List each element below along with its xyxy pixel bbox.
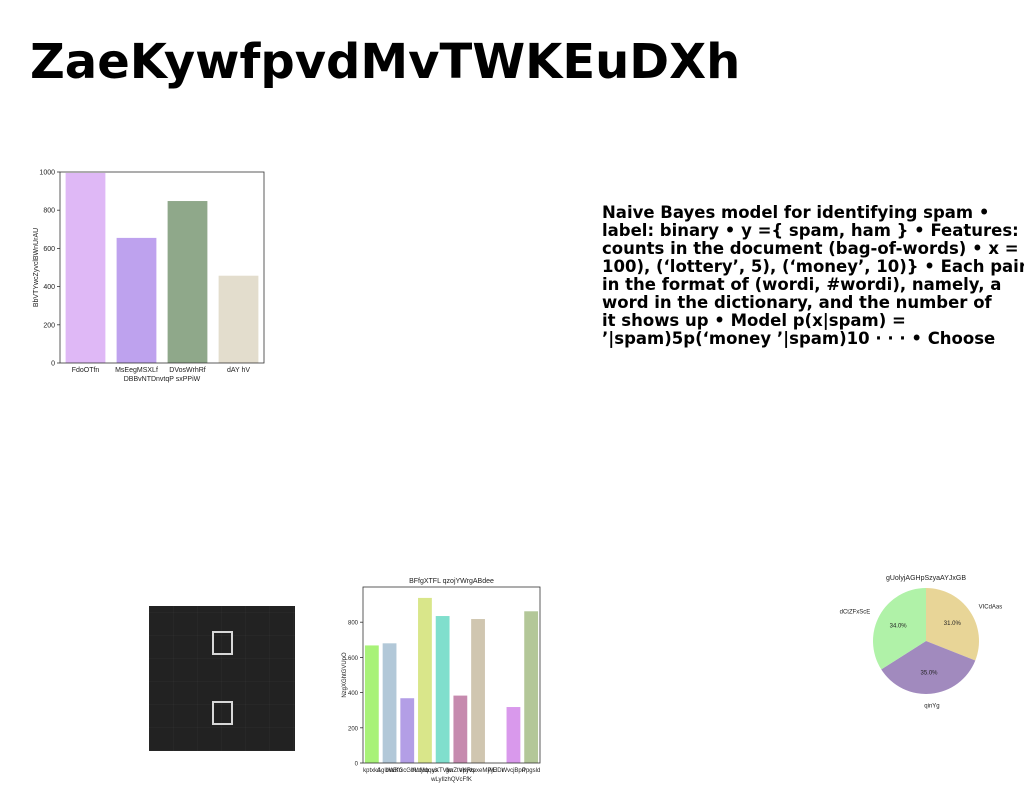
bar	[471, 619, 485, 763]
pie-slice	[873, 588, 926, 670]
x-tick-label: gwZtVpyvs	[446, 768, 475, 774]
bar-chart-2: BFfgXTFL qzojYWrgABdee kptxkdAgUwEfobWKGc…	[342, 578, 541, 783]
y-tick-label: 600	[43, 246, 55, 253]
x-tick-label: FdoOTfn	[72, 367, 100, 374]
y-tick-label: 200	[43, 322, 55, 329]
bar-chart-1: FdoOTfn MsEegMSXLf DVosWrhRf dAY hV 0 200 400 6…	[33, 170, 265, 383]
bar	[382, 643, 397, 763]
bar	[167, 201, 208, 363]
text-line: counts in the document (bag-of-words) • …	[602, 239, 1019, 258]
pie-chart: gUolyjAGHpSzyaAYJxGB VICdAas 31.0% qinYg 35.…	[840, 575, 1003, 709]
y-tick-label: 1000	[39, 170, 55, 177]
bar	[506, 707, 521, 763]
bar	[364, 645, 379, 763]
y-tick-label: 400	[348, 691, 359, 697]
y-tick-label: 800	[348, 621, 359, 627]
x-tick-label: NoMqqus	[412, 768, 438, 774]
text-line: label: binary • y ={ spam, ham } • Featu…	[602, 221, 1019, 240]
text-line: word in the dictionary, and the number o…	[602, 293, 992, 312]
bar	[418, 597, 432, 763]
bar	[400, 698, 415, 763]
slice-percent-label: 31.0%	[944, 621, 962, 627]
y-tick-label: 0	[355, 762, 359, 768]
x-tick-label: Ppgsld	[522, 768, 540, 774]
pie-slice	[881, 641, 976, 694]
x-axis-label: wLyIlzhQVcFfK	[430, 777, 472, 783]
pie-slice	[926, 588, 979, 661]
slice-label: dCtZFxScE	[840, 609, 871, 615]
y-tick-label: 0	[51, 361, 55, 368]
y-tick-label: 600	[348, 656, 359, 662]
x-tick-label: dAY hV	[227, 367, 250, 374]
text-line: 100), (‘lottery’, 5), (‘money’, 10)} • E…	[602, 257, 1024, 276]
page-title: ZaeKywfpvdMvTWKEuDXh	[30, 34, 741, 90]
x-tick-label: yXTVfm	[432, 768, 453, 774]
slice-label: qinYg	[924, 703, 939, 709]
x-tick-label: AgUwEfo	[377, 768, 403, 774]
text-line: in the format of (wordi, #wordi), namely…	[602, 275, 1002, 294]
x-axis-label: DBBvNTDnvtqP sxPPiW	[124, 376, 201, 383]
x-tick-label: DVosWrhRf	[169, 367, 205, 374]
dark-photo-image	[149, 606, 295, 751]
chart-title: gUolyjAGHpSzyaAYJxGB	[886, 575, 966, 582]
slice-label: VICdAas	[979, 604, 1003, 610]
bar	[218, 275, 259, 363]
x-tick-label: jMJDr	[487, 768, 504, 774]
bar	[435, 616, 450, 763]
text-block: Naive Bayes model for identifying spam •…	[602, 203, 1024, 348]
y-tick-label: 200	[348, 726, 359, 732]
y-axis-label: NzgXGhtGVUpO	[342, 652, 348, 698]
x-tick-label: WvcjBprI	[501, 768, 525, 774]
y-axis-label: BbVTYwcZyvclBWnUrAU	[33, 228, 40, 307]
text-line: Naive Bayes model for identifying spam •	[602, 203, 990, 222]
bar	[453, 695, 468, 763]
bar	[524, 611, 539, 763]
text-line: it shows up • Model p(x|spam) =	[602, 311, 906, 330]
bar	[65, 172, 106, 363]
square-outline-icon	[212, 631, 233, 655]
x-tick-label: bWKGcGbVcjxb	[386, 768, 430, 774]
bar	[116, 237, 157, 363]
y-tick-label: 800	[43, 208, 55, 215]
slice-percent-label: 35.0%	[920, 671, 938, 677]
x-tick-label: eKRtpxeMPjE	[459, 768, 496, 774]
plot-frame	[362, 586, 541, 764]
square-outline-icon	[212, 701, 233, 725]
text-line: ’|spam)5p(‘money ’|spam)10 · · · • Choos…	[602, 329, 996, 348]
x-tick-label: MsEegMSXLf	[115, 367, 158, 374]
x-tick-label: kptxkd	[363, 768, 380, 774]
y-tick-label: 400	[43, 284, 55, 291]
chart-title: BFfgXTFL qzojYWrgABdee	[409, 578, 494, 585]
slice-percent-label: 34.0%	[890, 624, 908, 630]
plot-frame	[59, 171, 265, 364]
